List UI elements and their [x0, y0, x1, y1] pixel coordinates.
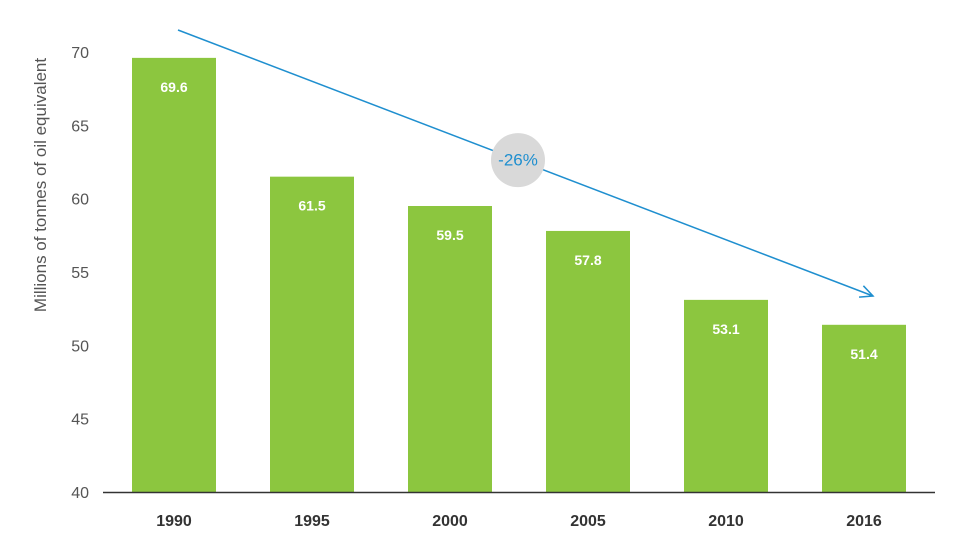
bars: 69.6 61.5 59.5 57.8 53.1 51.4 [132, 57, 906, 492]
bar [408, 206, 492, 492]
bar [546, 230, 630, 492]
bar-value-label: 61.5 [298, 198, 325, 214]
x-tick-label: 2010 [708, 513, 744, 530]
trend-badge [491, 133, 545, 188]
y-tick-label: 50 [71, 338, 89, 355]
bar-value-label: 51.4 [850, 346, 877, 362]
bar [270, 176, 354, 492]
y-tick-label: 45 [71, 412, 89, 429]
y-axis-title: Millions of tonnes of oil equivalent [31, 58, 50, 312]
bar-value-label: 53.1 [712, 321, 739, 337]
y-tick-label: 60 [71, 192, 89, 209]
bar-value-label: 59.5 [436, 227, 463, 243]
x-tick-label: 2016 [846, 513, 882, 530]
y-tick-label: 65 [71, 118, 89, 135]
trend-annotation: -26% [177, 29, 875, 298]
bar [684, 299, 768, 492]
bar [132, 57, 216, 492]
x-tick-label: 1990 [156, 513, 192, 530]
y-axis-ticks: 40 45 50 55 60 65 70 [71, 45, 89, 502]
x-tick-label: 2005 [570, 513, 606, 530]
y-tick-label: 55 [71, 265, 89, 282]
bar [822, 324, 906, 492]
y-tick-label: 70 [71, 45, 89, 62]
x-tick-label: 1995 [294, 513, 330, 530]
trend-percent-label: -26% [498, 151, 538, 170]
trend-arrow-head [858, 285, 875, 298]
bar-value-label: 57.8 [574, 252, 601, 268]
x-axis-labels: 1990 1995 2000 2005 2010 2016 [156, 513, 882, 530]
x-tick-label: 2000 [432, 513, 468, 530]
y-tick-label: 40 [71, 485, 89, 502]
bar-value-label: 69.6 [160, 79, 187, 95]
